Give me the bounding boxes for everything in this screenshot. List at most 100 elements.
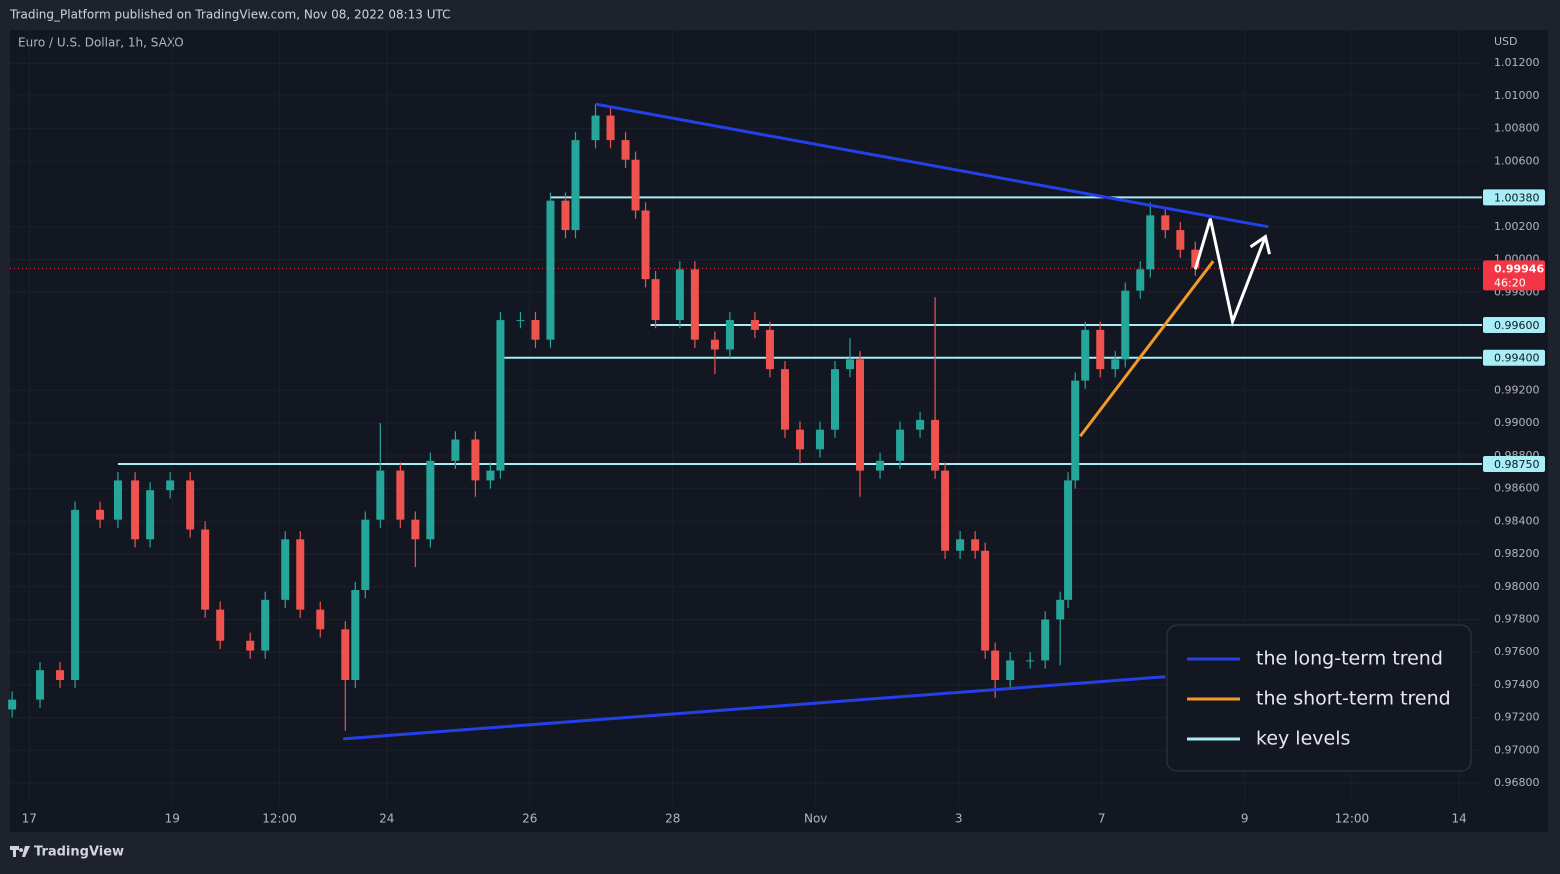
plot: 1.012001.010001.008001.006001.002001.000… [8, 30, 1545, 826]
candle-body [1161, 215, 1170, 231]
x-tick-label: 24 [379, 812, 394, 826]
candle-body [710, 339, 719, 350]
candle-body [411, 519, 420, 540]
candle-body [856, 359, 865, 471]
candle-body [36, 670, 45, 700]
candle-body [606, 115, 615, 141]
y-tick-label: 0.99200 [1494, 383, 1540, 396]
y-tick-label: 0.97600 [1494, 645, 1540, 658]
y-tick-label: 0.97200 [1494, 711, 1540, 724]
projection-path [1193, 218, 1267, 327]
logo [10, 846, 30, 857]
candle-body [1026, 660, 1035, 662]
candle-body [1176, 230, 1185, 250]
y-tick-label: 0.97800 [1494, 612, 1540, 625]
price-label: 0.99946 [1494, 262, 1544, 275]
candle-body [956, 539, 965, 551]
candle-body [725, 320, 734, 350]
price-label-box [1483, 260, 1545, 291]
y-tick-label: 0.98600 [1494, 482, 1540, 495]
candle-body [931, 419, 940, 471]
candle-body [1064, 480, 1073, 600]
price-countdown: 46:20 [1494, 276, 1526, 289]
candle-body [261, 599, 270, 651]
y-tick-label: 0.99000 [1494, 416, 1540, 429]
x-tick-label: 7 [1098, 812, 1106, 826]
candle-body [361, 519, 370, 591]
level-label-box [1483, 456, 1545, 473]
trend-line [343, 675, 1166, 741]
candle-body [216, 609, 225, 641]
candle-body [1056, 599, 1065, 620]
x-tick-label: 19 [165, 812, 180, 826]
candle-body [1191, 249, 1200, 268]
candle-body [546, 200, 555, 340]
candle-body [1111, 359, 1120, 370]
candle-body [780, 369, 789, 430]
candle-body [1146, 215, 1155, 270]
candle-body [1071, 380, 1080, 481]
trend-line [1079, 260, 1215, 438]
candle-body [621, 140, 630, 160]
x-tick-label: 14 [1451, 812, 1466, 826]
candle-body [815, 429, 824, 450]
candle-body [981, 550, 990, 651]
candle-body [1081, 329, 1090, 381]
candle-body [831, 369, 840, 430]
legend: the long-term trend the short-term trend k… [1166, 624, 1472, 772]
trend-line [595, 102, 1269, 229]
candle-body [396, 470, 405, 520]
chart-title: Euro / U.S. Dollar, 1h, SAXO [18, 36, 184, 50]
candle-body [376, 470, 385, 520]
candle-body [750, 320, 759, 330]
candle-body [496, 320, 505, 471]
candle-body [131, 480, 140, 540]
candle-body [651, 279, 660, 321]
level-label-box [1483, 316, 1545, 333]
candle-body [471, 439, 480, 481]
candle-body [690, 269, 699, 340]
y-tick-label: 1.01000 [1494, 89, 1540, 102]
x-tick-label: 3 [955, 812, 963, 826]
publisher: Trading_Platform published on TradingVie… [9, 8, 451, 22]
y-tick-label: 0.98200 [1494, 547, 1540, 560]
candle-body [113, 480, 122, 520]
x-tick-label: 9 [1241, 812, 1249, 826]
candle-body [846, 359, 855, 370]
legend-label: key levels [1256, 728, 1350, 750]
candle-body [631, 159, 640, 211]
y-tick-label: 1.00600 [1494, 154, 1540, 167]
candle-body [916, 419, 925, 430]
candle-body [991, 650, 1000, 681]
candle-body [591, 115, 600, 141]
candle-body [451, 439, 460, 461]
x-tick-label: 28 [665, 812, 680, 826]
candle-body [56, 670, 65, 681]
candle-body [896, 429, 905, 461]
candle-body [641, 210, 650, 280]
candle-body [186, 480, 195, 530]
candle-body [351, 590, 360, 681]
y-tick-label: 1.00800 [1494, 122, 1540, 135]
level-label: 0.99600 [1494, 319, 1540, 332]
candle-body [765, 329, 774, 370]
level-label: 0.98750 [1494, 458, 1540, 471]
candle-body [486, 470, 495, 481]
y-tick-label: 0.97400 [1494, 678, 1540, 691]
candle-body [71, 509, 80, 681]
candle-body [316, 609, 325, 630]
y-tick-label: 0.98400 [1494, 514, 1540, 527]
candle-body [561, 200, 570, 231]
x-tick-label: 12:00 [262, 812, 297, 826]
level-label: 0.99400 [1494, 352, 1540, 365]
candle-body [426, 460, 435, 540]
candle-body [8, 699, 17, 710]
candle-body [571, 140, 580, 231]
legend-label: the long-term trend [1256, 648, 1443, 670]
candle-body [876, 460, 885, 471]
candle-body [1041, 619, 1050, 661]
candle-body [941, 470, 950, 551]
candle-body [146, 490, 155, 540]
legend-box [1166, 624, 1472, 772]
